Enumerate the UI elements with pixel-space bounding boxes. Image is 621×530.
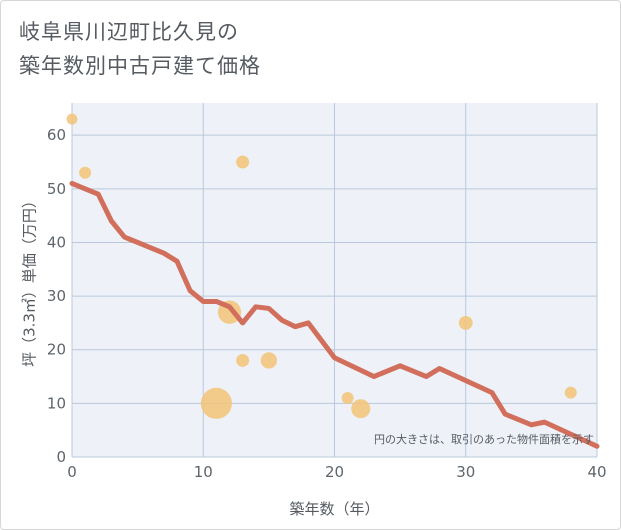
data-bubble: [341, 391, 354, 405]
y-tick-label: 60: [47, 126, 66, 144]
y-axis-title: 坪（3.3㎡）単価（万円）: [21, 193, 39, 367]
data-bubble: [66, 113, 78, 125]
x-tick-label: 20: [325, 463, 344, 481]
chart-title-line1: 岐阜県川辺町比久見の: [19, 20, 239, 44]
grid-lines: [71, 103, 598, 458]
y-tick-label: 40: [47, 233, 66, 251]
y-tick-label: 30: [47, 287, 66, 305]
data-bubble: [564, 386, 577, 399]
data-bubble: [351, 399, 371, 419]
tick-labels: 0 10 20 30 40 50 60 0 10 20 30 40: [47, 126, 607, 481]
y-tick-label: 50: [47, 180, 66, 198]
trend-line: [69, 180, 600, 449]
x-tick-label: 10: [194, 463, 213, 481]
chart-title: 岐阜県川辺町比久見の 築年数別中古戸建て価格: [19, 15, 261, 83]
chart-title-line2: 築年数別中古戸建て価格: [19, 54, 261, 78]
data-bubble: [200, 387, 232, 419]
x-tick-label: 30: [456, 463, 475, 481]
size-note: 円の大きさは、取引のあった物件面積を示す: [374, 432, 594, 446]
data-bubble: [79, 166, 92, 179]
data-bubble: [236, 155, 250, 169]
data-bubble: [236, 353, 250, 367]
x-axis-title: 築年数（年）: [289, 500, 379, 518]
data-bubble: [458, 315, 473, 330]
x-tick-label: 0: [67, 463, 77, 481]
y-tick-label: 20: [47, 341, 66, 359]
data-bubble: [260, 352, 278, 369]
y-tick-label: 10: [47, 394, 66, 412]
x-tick-label: 40: [587, 463, 606, 481]
y-tick-label: 0: [56, 448, 66, 466]
bubble-series: [66, 113, 577, 419]
